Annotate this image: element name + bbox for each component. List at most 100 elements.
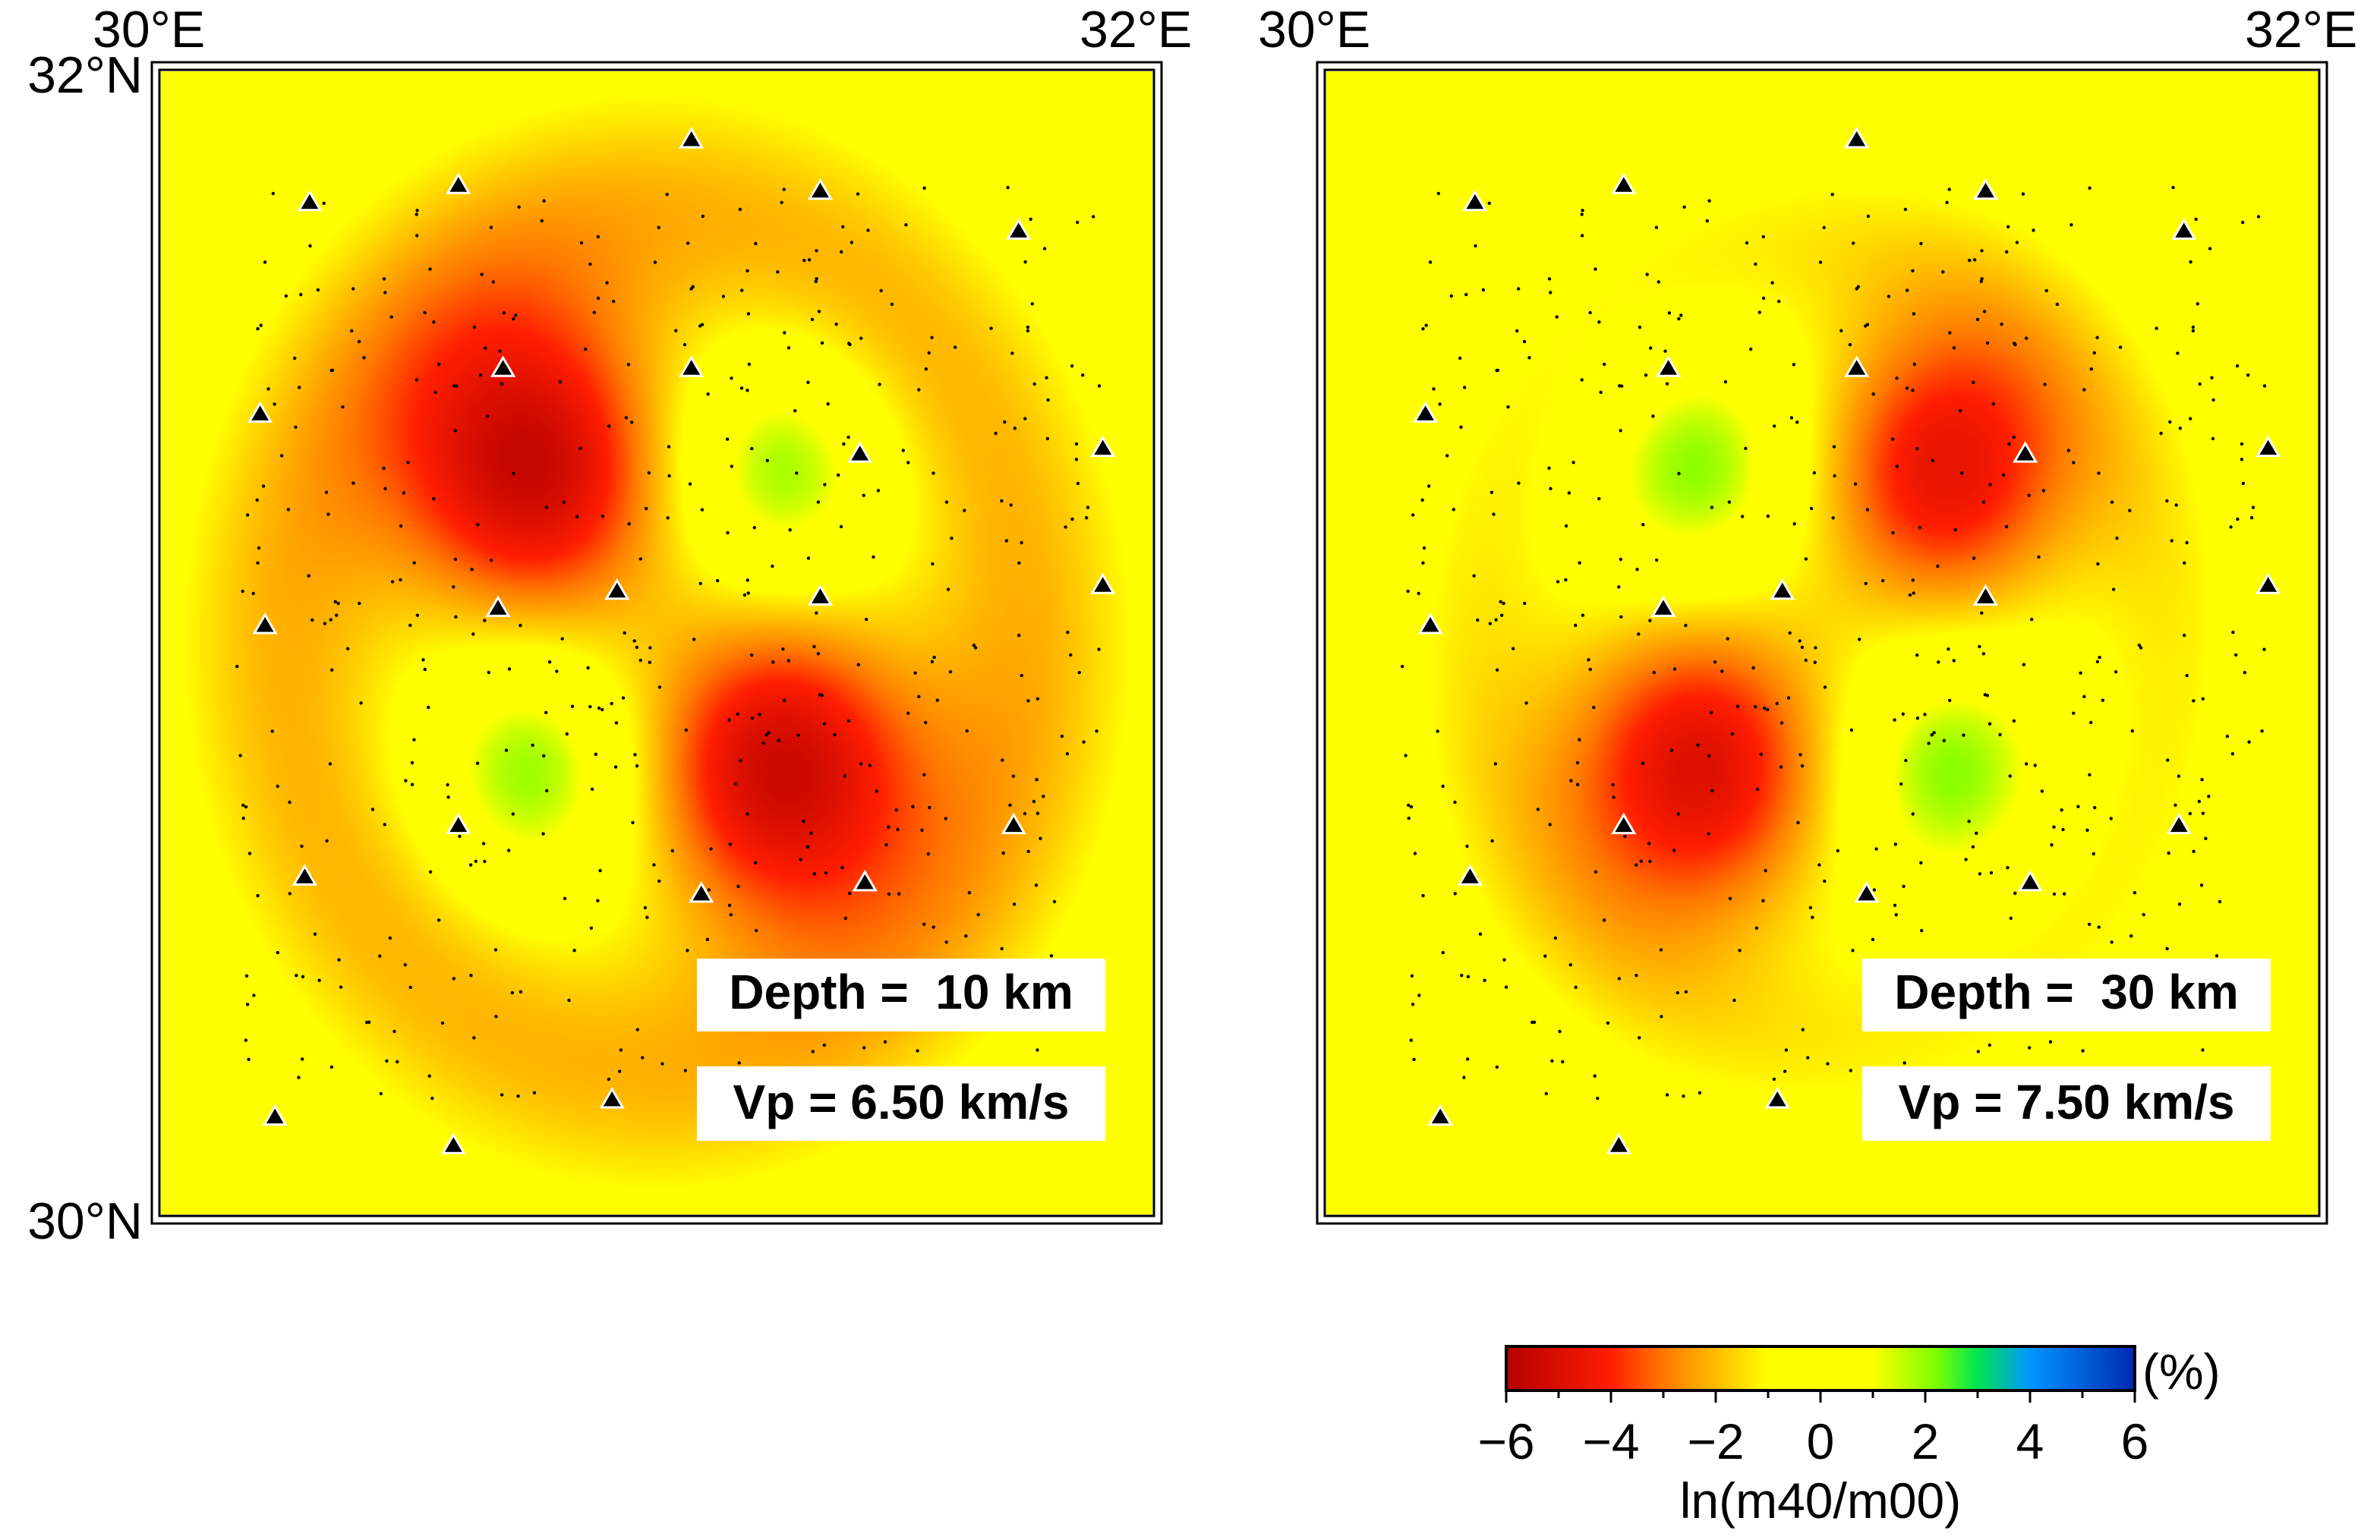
ray-point [635,1028,639,1031]
ray-point [799,858,802,861]
ray-point [1988,1043,1991,1047]
ray-point [396,1060,399,1064]
station-triangle-icon [1650,595,1676,617]
ray-point [1464,292,1468,297]
ray-point [1476,618,1480,622]
ray-point [1000,499,1004,503]
ray-point [1555,315,1559,319]
ray-point [1985,341,1990,345]
ray-point [428,267,432,271]
ray-point [667,474,671,478]
ray-point [730,465,734,468]
ray-point [802,258,806,263]
ray-point [1786,696,1791,700]
ray-point [1912,362,1917,367]
ray-point [594,752,597,756]
ray-point [2037,555,2041,559]
ray-point [493,948,498,952]
ray-point [1713,660,1717,664]
ray-point [1592,705,1596,710]
ray-point [967,891,972,895]
ray-point [468,863,473,867]
ray-point [2002,473,2006,477]
ray-point [1817,863,1821,867]
ray-point [1635,568,1639,572]
ray-point [2012,719,2016,723]
ray-point [325,839,329,843]
ray-point [430,1096,434,1101]
ray-point [427,1074,431,1078]
ray-point [382,466,386,470]
ray-point [1677,317,1681,321]
ray-point [1707,754,1711,758]
ray-point [944,500,949,504]
ray-point [1550,1059,1554,1063]
ray-point [2088,186,2092,190]
ray-point [619,1048,623,1052]
ray-point [1465,844,1469,849]
ray-point [1967,820,1971,824]
ray-point [579,241,584,245]
ray-point [2204,836,2208,840]
ray-point [1599,390,1603,395]
ray-point [408,985,412,990]
ray-point [648,646,652,650]
ray-point [2109,817,2113,820]
ray-point [455,384,459,388]
ray-point [2159,431,2163,436]
ray-point [1923,713,1927,716]
ray-point [746,591,750,595]
ray-point [1804,658,1808,663]
ray-point [1836,849,1839,853]
station-triangle-icon [599,1087,625,1109]
ray-point [1596,1096,1600,1101]
ray-point [339,985,343,989]
ray-point [1549,487,1553,490]
ray-point [1001,851,1005,855]
ray-point [922,186,926,190]
ray-point [1648,619,1652,622]
ray-point [782,187,786,191]
ray-point [1679,313,1683,317]
ray-point [469,974,473,978]
ray-point [1779,765,1783,769]
ray-point [1593,870,1598,874]
ray-point [1097,647,1101,651]
ray-point [865,617,868,622]
ray-point [1602,918,1606,922]
ray-point [2251,505,2255,509]
ray-point [1895,465,1899,468]
ray-point [1504,985,1508,989]
ray-point [1619,557,1623,562]
map-panel-depth-30km: 30°E 32°E Depth = 30 km Vp = 7.50 km/s [1258,1,2357,1225]
ray-point [1010,351,1014,355]
colorbar-strip [1505,1345,2136,1392]
ray-point [1919,861,1923,865]
ray-point [2191,325,2196,329]
ray-point [480,272,484,276]
ray-point [1445,454,1449,458]
ray-point [247,1057,251,1062]
ray-point [351,481,355,485]
ray-point [950,537,954,540]
ray-point [2025,762,2029,766]
ray-point [1911,389,1915,392]
ray-point [1617,977,1621,981]
ray-point [2079,671,2082,675]
ray-point [2185,540,2189,545]
ray-point [487,670,490,675]
ray-point [486,414,490,418]
ray-point [859,336,863,340]
ray-point [1804,557,1808,561]
ray-point [1989,871,1994,875]
ray-point [1947,647,1950,651]
ray-point [1891,531,1895,535]
ray-point [545,789,549,793]
ray-point [370,808,375,811]
ray-point [787,346,791,350]
ray-point [1574,623,1578,628]
ray-point [806,556,811,560]
ray-point [453,557,458,562]
ray-point [1070,517,1074,521]
ray-point [807,258,812,262]
